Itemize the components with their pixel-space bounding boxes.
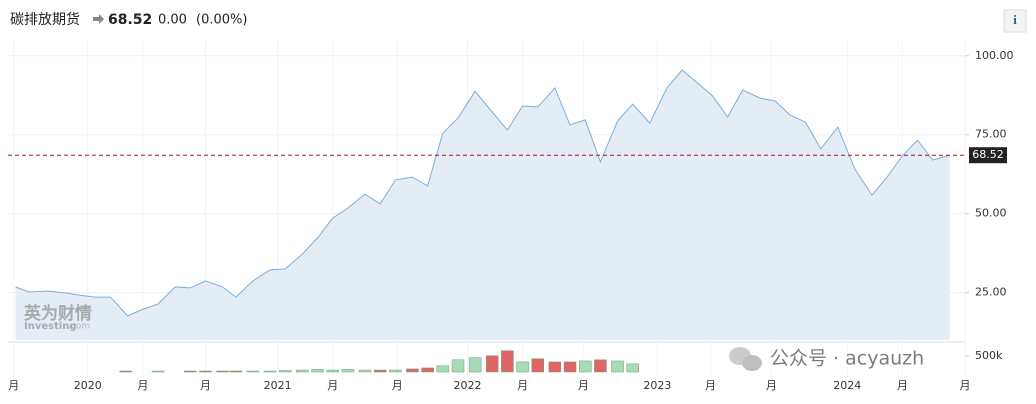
volume-bar: [326, 369, 339, 373]
line: [15, 69, 950, 317]
x-tick-label: 月: [392, 379, 403, 392]
x-tick-label: 2022: [454, 379, 482, 392]
x-tick-label: 2020: [74, 379, 102, 392]
volume-bar: [451, 359, 465, 373]
volume-bar: [296, 369, 309, 373]
x-tick-label: 月: [705, 379, 716, 392]
watermark-logo: 英为财情: [24, 303, 92, 324]
info-button[interactable]: [1003, 9, 1027, 33]
wechat-icon: [729, 347, 762, 371]
volume-bar: [278, 370, 292, 373]
volume-bar: [341, 369, 355, 373]
price-label: 68.52: [972, 148, 1004, 161]
volume-tick-label: 500k: [975, 349, 1003, 362]
volume-bar: [611, 360, 624, 373]
volume-bar: [626, 363, 639, 373]
volume-bar: [406, 368, 419, 373]
x-tick-label: 月: [766, 379, 777, 392]
x-tick-label: 月: [200, 379, 211, 392]
volume-bar: [216, 370, 229, 373]
info-icon[interactable]: i: [1013, 12, 1017, 27]
volume-bar: [516, 361, 529, 373]
volume-bar: [531, 358, 545, 373]
volume-bar: [229, 370, 243, 373]
y-tick-label: 100.00: [975, 49, 1014, 62]
x-tick-label: 月: [897, 379, 908, 392]
watermark-wechat: 公众号 · acyauzh: [770, 348, 924, 370]
volume-bar: [184, 370, 197, 373]
x-tick-label: 月: [137, 379, 148, 392]
volume-bar: [436, 365, 450, 373]
volume-bar: [151, 370, 165, 373]
y-tick-label: 50.00: [975, 207, 1007, 220]
watermark-logo-dom: .com: [68, 322, 90, 332]
volume-bar: [389, 369, 402, 373]
area: [15, 70, 950, 340]
volume-bar: [594, 359, 607, 373]
chart-title: 碳排放期货: [10, 11, 80, 28]
watermark-logo-en: Investing: [24, 321, 77, 332]
x-tick-label: 月: [960, 379, 971, 392]
x-tick-label: 2024: [833, 379, 861, 392]
volume-bar: [373, 369, 387, 373]
volume-bar: [311, 369, 324, 373]
y-tick-label: 75.00: [975, 128, 1007, 141]
arrow-icon: [93, 14, 104, 24]
x-tick-label: 2023: [643, 379, 671, 392]
x-tick-label: 月: [578, 379, 589, 392]
x-tick-label: 月: [517, 379, 528, 392]
volume-bar: [468, 357, 482, 373]
x-tick-label: 2021: [264, 379, 292, 392]
x-tick-label: 月: [8, 379, 19, 392]
x-tick-label: 月: [327, 379, 338, 392]
volume-bar: [263, 370, 277, 373]
volume-bar: [246, 370, 260, 373]
volume-bar: [563, 361, 577, 373]
price-label-box: [969, 147, 1007, 164]
volume-bar: [421, 367, 434, 373]
change-pct: (0.00%): [196, 13, 247, 28]
volume-bar: [501, 350, 514, 373]
y-tick-label: 25.00: [975, 286, 1007, 299]
volume-bar: [358, 369, 372, 373]
volume-bar: [548, 361, 562, 373]
price: 68.52: [108, 12, 152, 28]
change: 0.00: [158, 13, 187, 28]
volume-bar: [578, 360, 592, 373]
volume-bar: [485, 355, 499, 373]
volume-bar: [119, 370, 132, 373]
volume-bar: [199, 370, 212, 373]
